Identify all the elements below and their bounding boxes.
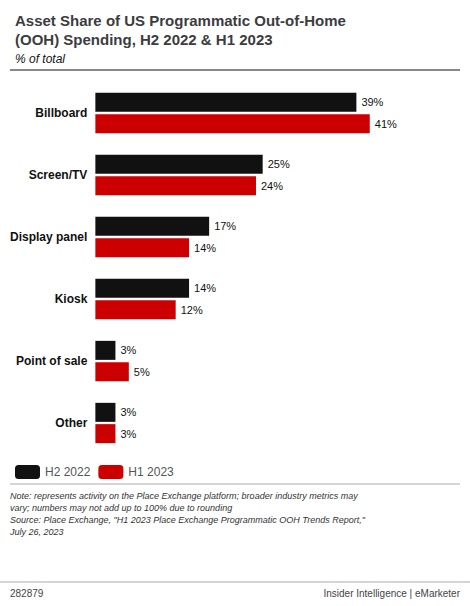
svg-text:Kiosk: Kiosk bbox=[55, 292, 88, 306]
svg-text:vary; numbers may not add up t: vary; numbers may not add up to 100% due… bbox=[10, 503, 232, 513]
svg-text:41%: 41% bbox=[375, 118, 397, 130]
svg-text:Other: Other bbox=[55, 416, 87, 430]
svg-text:24%: 24% bbox=[261, 180, 283, 192]
svg-text:12%: 12% bbox=[181, 304, 203, 316]
svg-text:14%: 14% bbox=[194, 242, 216, 254]
svg-text:H2 2022: H2 2022 bbox=[45, 465, 91, 479]
svg-text:Note: represents activity on t: Note: represents activity on the Place E… bbox=[10, 491, 358, 501]
svg-text:282879: 282879 bbox=[10, 588, 44, 599]
svg-text:25%: 25% bbox=[268, 158, 290, 170]
svg-text:3%: 3% bbox=[120, 344, 136, 356]
svg-text:3%: 3% bbox=[120, 406, 136, 418]
svg-text:Point of sale: Point of sale bbox=[16, 354, 88, 368]
svg-text:Asset Share of US Programmatic: Asset Share of US Programmatic Out-of-Ho… bbox=[15, 12, 346, 29]
svg-text:5%: 5% bbox=[134, 366, 150, 378]
svg-text:3%: 3% bbox=[120, 428, 136, 440]
svg-text:39%: 39% bbox=[361, 96, 383, 108]
svg-text:14%: 14% bbox=[194, 282, 216, 294]
svg-text:Display panel: Display panel bbox=[10, 230, 87, 244]
svg-text:17%: 17% bbox=[214, 220, 236, 232]
svg-text:Screen/TV: Screen/TV bbox=[29, 168, 88, 182]
svg-text:Billboard: Billboard bbox=[35, 106, 87, 120]
svg-text:Insider Intelligence | eMarket: Insider Intelligence | eMarketer bbox=[323, 588, 460, 599]
svg-text:Source: Place Exchange, "H1 20: Source: Place Exchange, "H1 2023 Place E… bbox=[10, 515, 366, 525]
svg-text:July 26, 2023: July 26, 2023 bbox=[9, 527, 64, 537]
svg-text:(OOH) Spending, H2 2022 & H1 2: (OOH) Spending, H2 2022 & H1 2023 bbox=[15, 31, 273, 48]
svg-text:H1 2023: H1 2023 bbox=[128, 465, 174, 479]
svg-text:% of total: % of total bbox=[15, 52, 65, 66]
